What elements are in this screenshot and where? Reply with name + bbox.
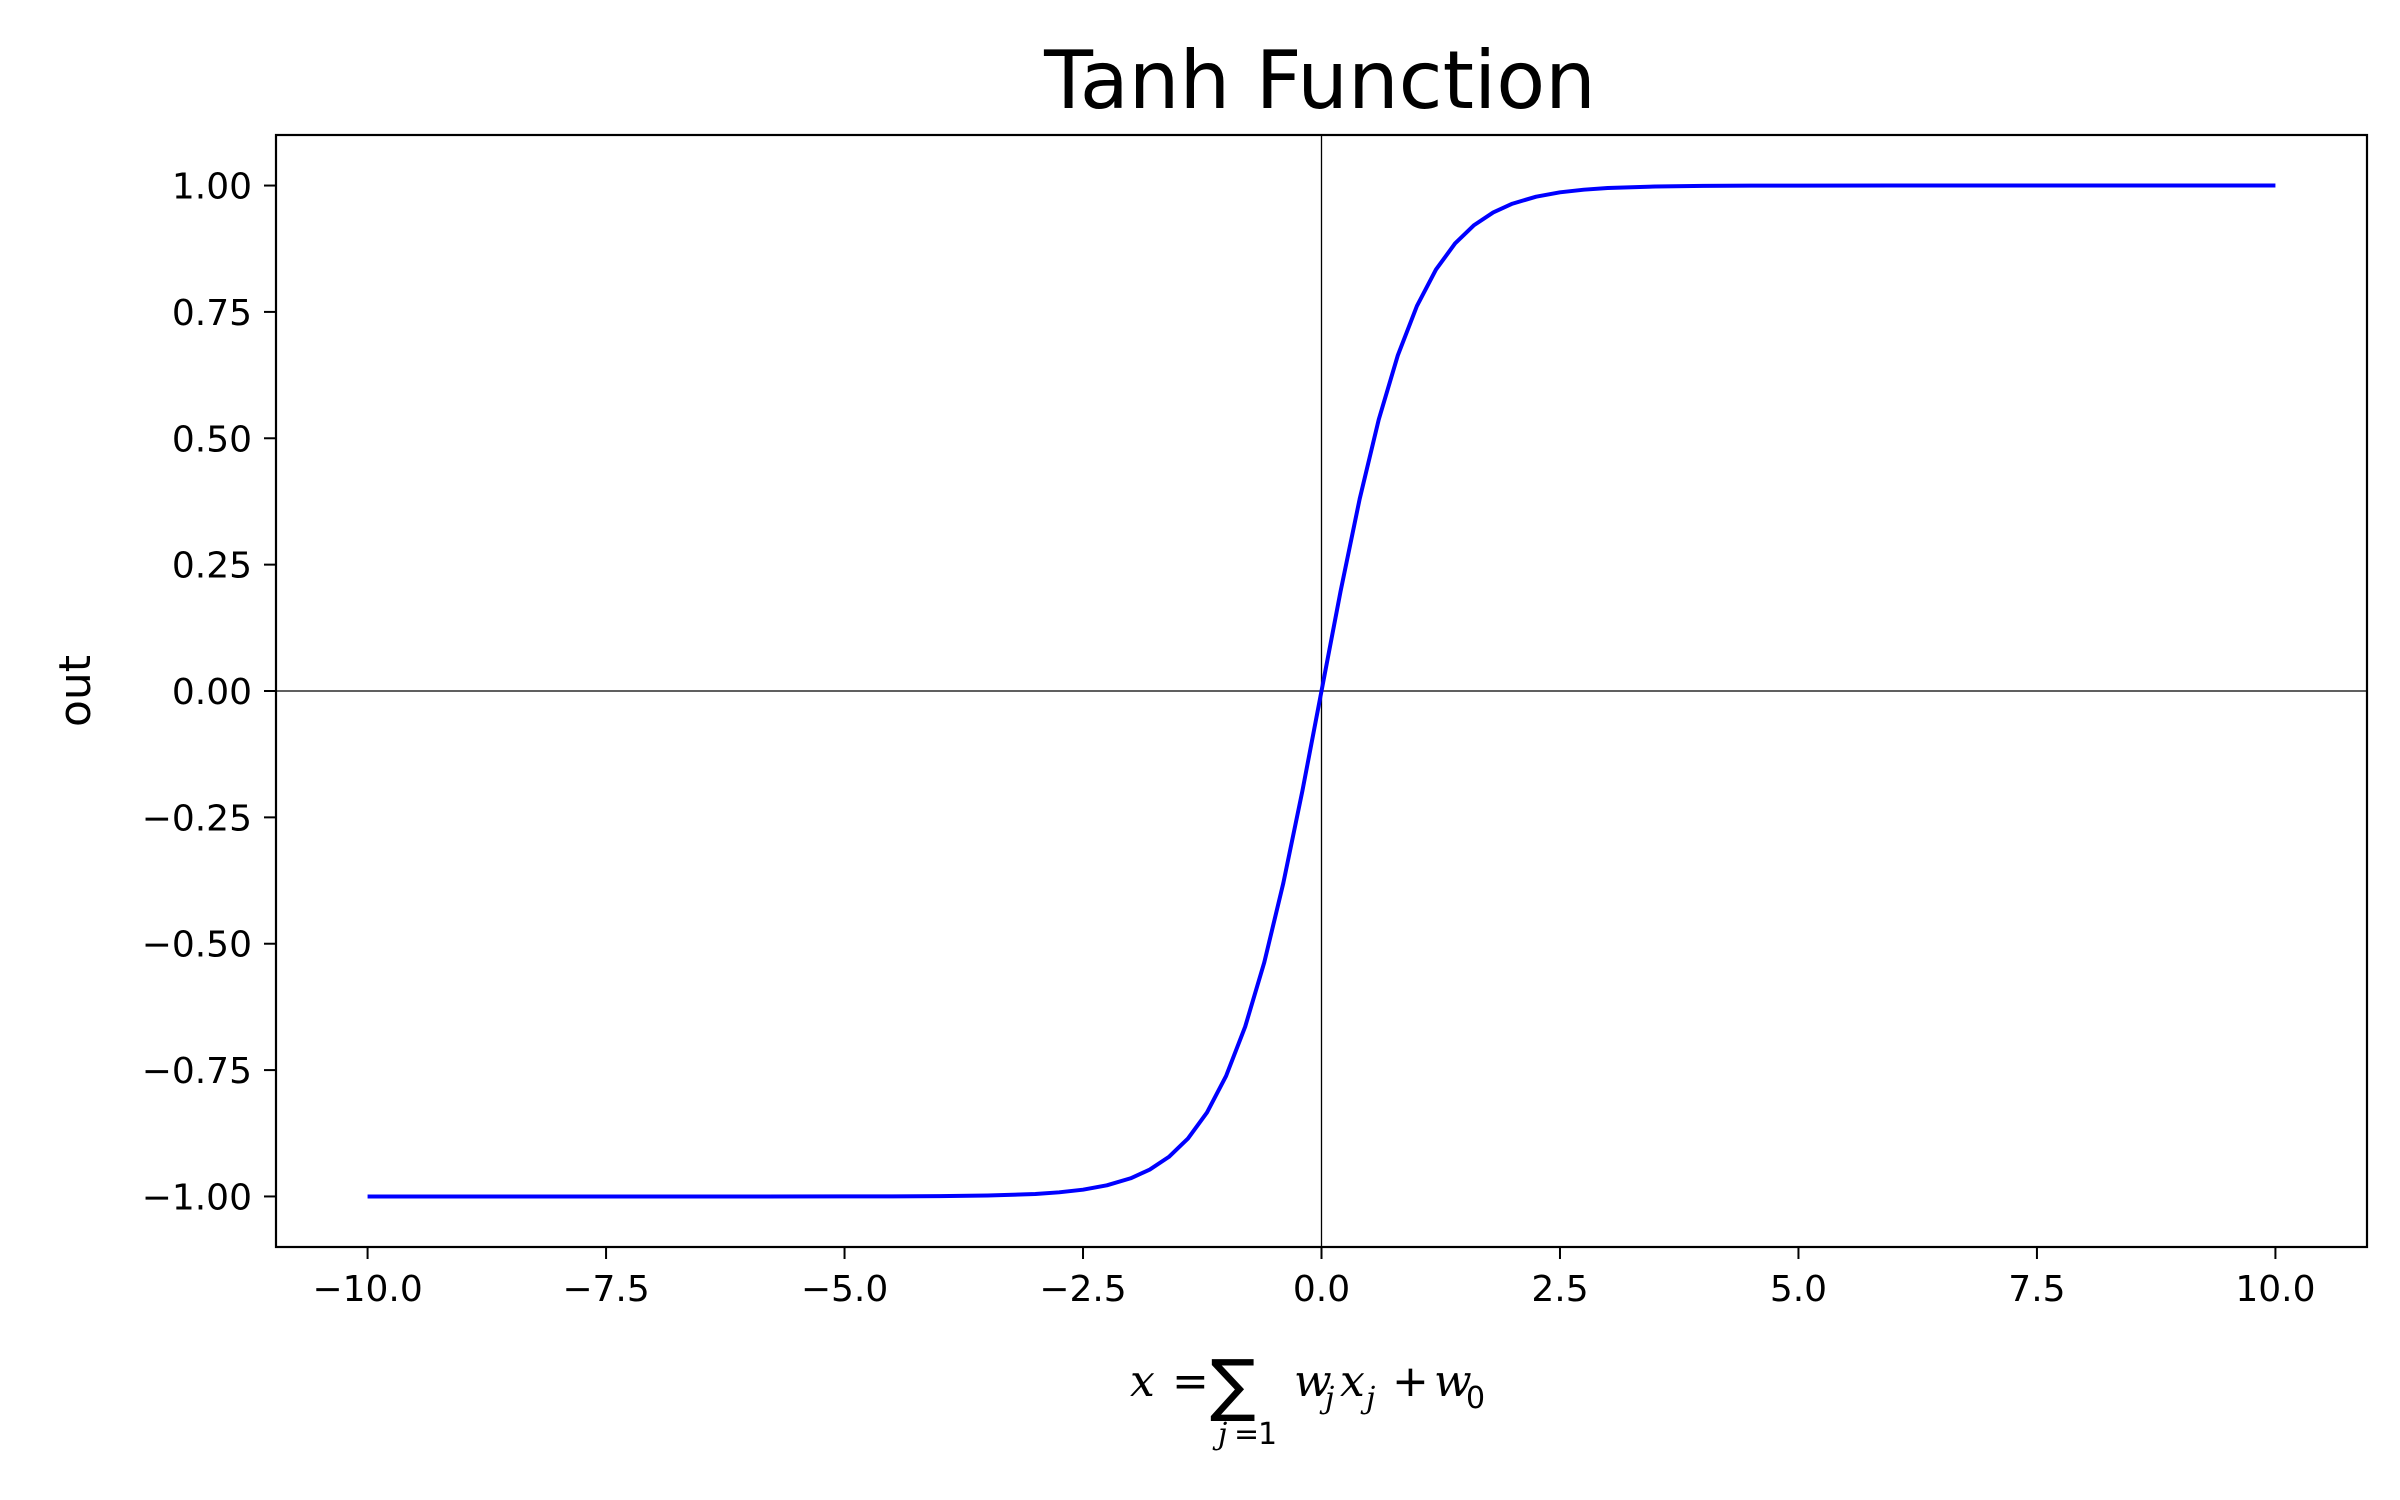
x-tick-label: −7.5 — [562, 1269, 649, 1310]
y-axis-ticks: 1.00 0.75 0.50 0.25 0.00 −0.25 −0.50 −0.75 −1.00 — [142, 167, 276, 1218]
series-layer — [367, 183, 2276, 1199]
y-tick-label: 0.75 — [172, 293, 252, 334]
xlabel-w: w — [1294, 1356, 1332, 1407]
x-axis-ticks: −10.0 −7.5 −5.0 −2.5 0.0 2.5 5.0 7.5 10.0 — [312, 1247, 2316, 1310]
xlabel-equals: = — [1172, 1356, 1209, 1407]
series-line-1 — [367, 183, 2276, 1199]
x-tick-label: −10.0 — [312, 1269, 422, 1310]
y-tick-label: −0.25 — [142, 798, 252, 839]
x-tick-label: 10.0 — [2235, 1269, 2315, 1310]
y-tick-label: −1.00 — [142, 1177, 252, 1218]
xlabel-sub-start: 1 — [1258, 1417, 1277, 1452]
x-axis-label: x = ∑ j = 1 w j x j + w 0 — [1130, 1346, 1485, 1452]
x-tick-label: −5.0 — [801, 1269, 888, 1310]
y-axis-label: out — [50, 655, 101, 727]
xlabel-sigma: ∑ — [1210, 1346, 1256, 1425]
xlabel-x: x — [1340, 1356, 1365, 1407]
xlabel-w0-sub: 0 — [1466, 1381, 1485, 1416]
y-tick-label: 1.00 — [172, 167, 252, 208]
chart-title: Tanh Function — [1043, 34, 1596, 127]
xlabel-lhs: x — [1130, 1356, 1155, 1407]
x-tick-label: 5.0 — [1770, 1269, 1827, 1310]
xlabel-sub-equals: = — [1234, 1417, 1259, 1452]
x-tick-label: −2.5 — [1039, 1269, 1126, 1310]
y-tick-label: −0.75 — [142, 1051, 252, 1092]
x-tick-label: 7.5 — [2008, 1269, 2065, 1310]
y-tick-label: 0.00 — [172, 672, 252, 713]
y-tick-label: 0.25 — [172, 546, 252, 587]
x-tick-label: 0.0 — [1293, 1269, 1350, 1310]
y-tick-label: −0.50 — [142, 925, 252, 966]
y-tick-label: 0.50 — [172, 419, 252, 460]
xlabel-plus: + — [1392, 1356, 1429, 1407]
x-tick-label: 2.5 — [1531, 1269, 1588, 1310]
xlabel-w0: w — [1434, 1356, 1472, 1407]
